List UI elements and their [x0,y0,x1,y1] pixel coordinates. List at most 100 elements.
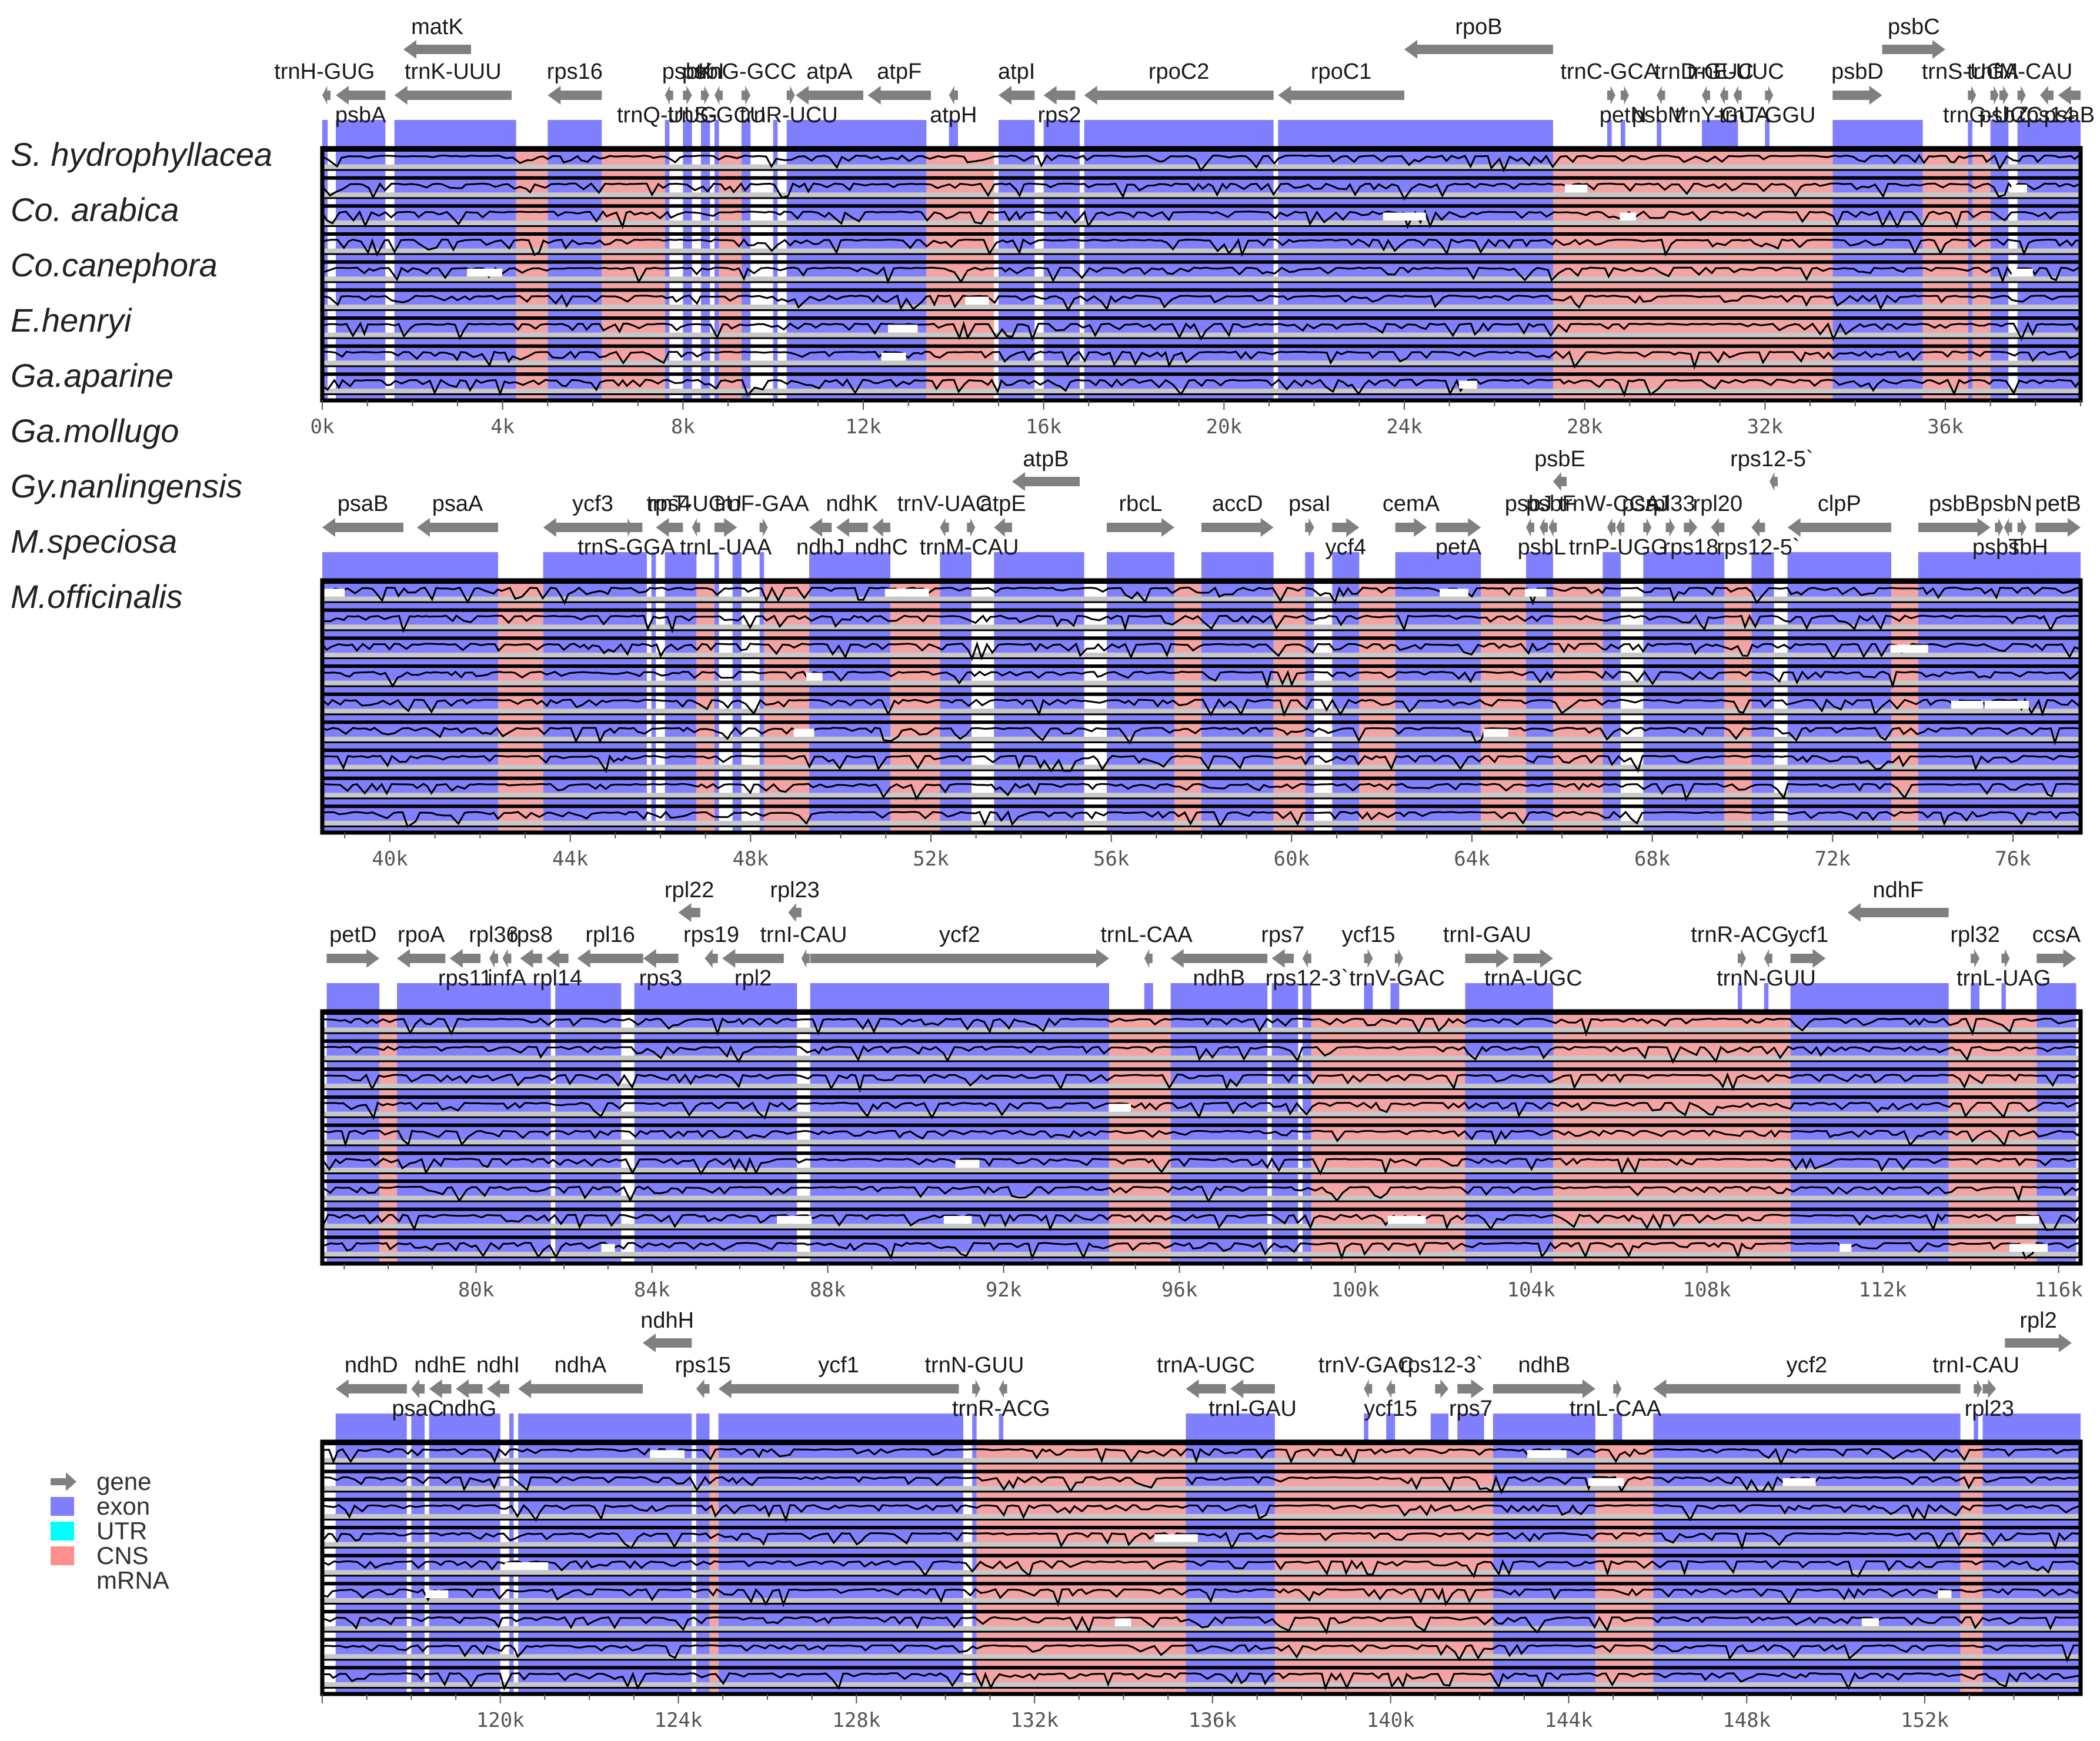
panel-frame [320,1009,2083,1266]
gene-label: rpl16 [585,923,635,947]
gene-arrow [1770,472,1778,491]
gene-arrow [683,86,692,105]
gene-label: ndhB [1193,966,1246,991]
gene-arrow [718,1379,959,1398]
gene-arrow [502,949,512,968]
exon-region [1201,580,1274,833]
gene-label: psaB [2044,103,2095,128]
track-band [322,332,2081,339]
exon-band [773,120,778,148]
gene-label: rpoA [398,923,445,947]
tick-label: 116k [2035,1278,2083,1302]
gene-label: rps12-5` [1730,447,1814,472]
gene-arrow [322,518,403,537]
exon-band [547,120,602,148]
low-similarity-gap [1620,212,1637,220]
gene-label: rpl36 [469,923,519,947]
exon-band [509,1413,514,1442]
gene-label: psbL [1518,535,1566,560]
gene-label: psaC [392,1396,444,1421]
exon-region [1084,148,1274,400]
gene-arrow [1170,949,1268,968]
conservation-curve [321,782,2082,802]
gene-arrow [701,86,709,105]
track-band [322,1654,2081,1660]
gene-label: psbT [1972,535,2022,560]
gene-label: ycf1 [1788,923,1829,947]
exon-band [696,1413,710,1442]
low-similarity-gap [1951,700,1984,709]
gene-label: matK [411,15,463,39]
gene-label: trnI-CAU [1932,1353,2019,1378]
cns-region [1553,580,1603,833]
track-band [322,709,2081,715]
low-similarity-gap [1782,1478,1816,1486]
gene-label: rpl22 [665,878,715,903]
x-axis: 120k 124k 128k 132k 136k 140k 144k 148k 152k [322,1694,2059,1732]
gene-label: rpl2 [2019,1308,2056,1333]
tick-label: 64k [1454,847,1490,871]
gene-arrow [1832,86,1882,105]
species-label-4: E.henryi [11,302,132,339]
gene-arrow [520,949,542,968]
gene-annotations: trnH-GUG trnK-UUU matK psbA rps16 trnQ-UUG psb… [274,15,2095,128]
exon-region [1278,148,1553,400]
gene-arrow [1737,949,1746,968]
gene-arrow [2001,949,2010,968]
tick-label: 24k [1386,415,1422,439]
exon-band [326,983,380,1011]
tick-label: 124k [655,1709,703,1732]
conservation-curve [321,153,2082,173]
legend-label-utr: UTR [96,1517,147,1545]
gene-arrow [487,1379,509,1398]
track-separator [322,636,2081,640]
gene-label: trnfM-CAU [1967,59,2072,84]
panel-1: trnH-GUG trnK-UUU matK psbA rps16 trnQ-UUG psb… [274,15,2095,439]
track-band [322,736,2081,743]
exon-band [732,552,742,580]
exon-band [1430,1413,1449,1442]
gene-arrow [1201,518,1274,537]
track-separator [322,232,2081,236]
gene-label: psaB [338,492,389,516]
gene-label: trnE-UUC [1687,59,1784,84]
gene-label: psbM [1632,103,1687,128]
exon-region [759,580,764,833]
track-band [322,1513,2081,1521]
low-similarity-gap [777,1215,812,1224]
exon-region [1465,1011,1553,1264]
exon-region [335,1442,407,1694]
gene-label: trnV-UAC [897,492,991,516]
track-separator [322,1207,2081,1211]
low-similarity-gap [1565,184,1588,193]
exon-band [394,120,516,148]
exon-band [1602,552,1621,580]
gene-arrow [518,1379,643,1398]
tick-label: 44k [552,847,588,871]
exon-band [1982,1413,2081,1442]
gene-arrow [1711,518,1725,537]
track-separator [322,1498,2081,1502]
conservation-curve [321,1101,2082,1120]
exon-band [397,983,551,1011]
exon-band [1971,983,1980,1011]
tick-label: 144k [1545,1709,1593,1732]
gene-label: psbA [335,103,386,128]
gene-arrow [336,86,386,105]
exon-band [411,1413,425,1442]
gene-label: ycf3 [572,492,613,516]
track-band [322,1458,2081,1465]
track-separator [322,692,2081,696]
exon-band [715,120,719,148]
exon-band [949,120,958,148]
gene-label: trnI-GAU [1443,923,1531,947]
exon-region [1751,580,1774,833]
tick-label: 104k [1507,1278,1555,1302]
gene-arrow [394,86,512,105]
exon-region [1395,580,1481,833]
gene-arrow [967,518,976,537]
exon-region [1493,1442,1595,1694]
tick-label: 76k [1995,847,2031,871]
gene-label: ndhH [640,1308,694,1333]
track-band [322,220,2081,227]
